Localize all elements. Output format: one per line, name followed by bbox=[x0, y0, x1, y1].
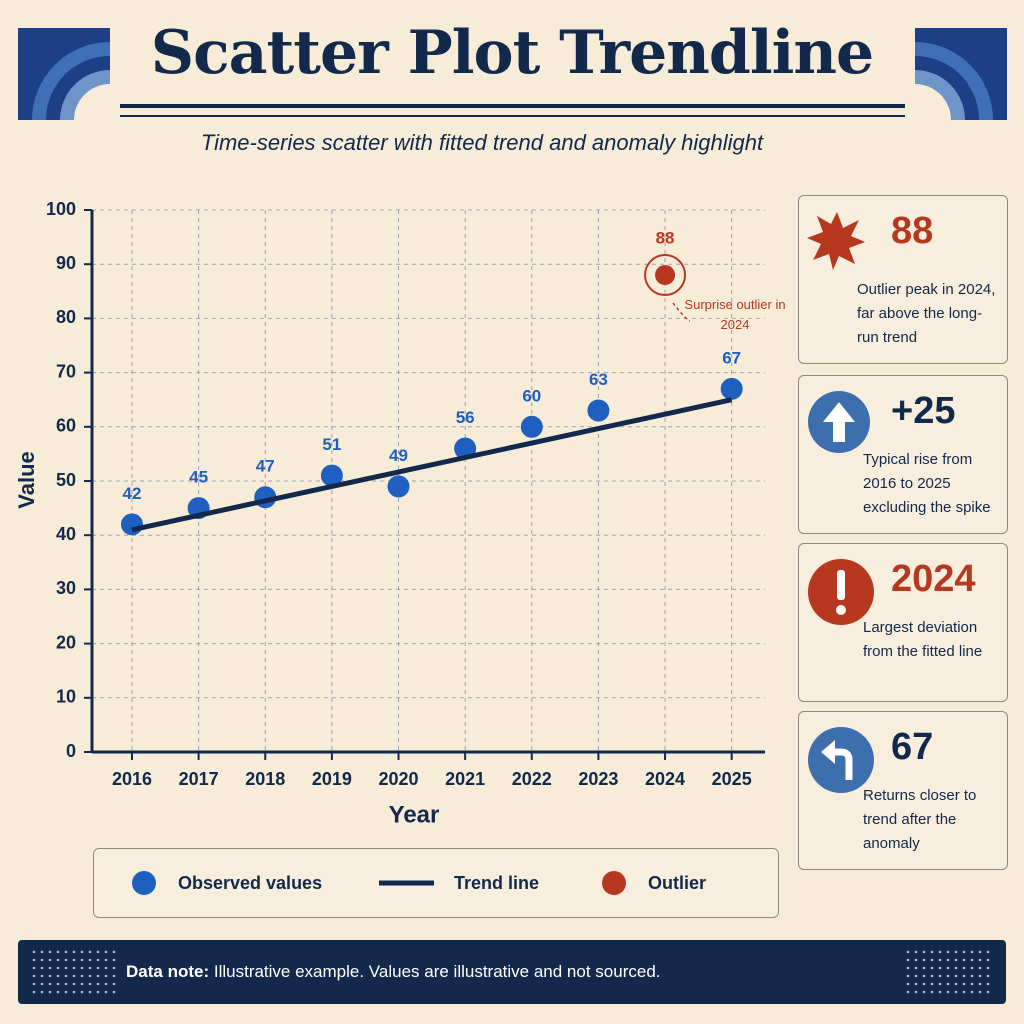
y-tick-label: 90 bbox=[56, 253, 76, 273]
x-tick-label: 2022 bbox=[512, 769, 552, 789]
point bbox=[587, 399, 610, 422]
subtitle: Time-series scatter with fitted trend an… bbox=[200, 130, 764, 155]
icon bbox=[808, 391, 870, 453]
icon bbox=[808, 727, 874, 793]
data-label: 60 bbox=[522, 386, 541, 405]
data-label: 56 bbox=[456, 408, 475, 427]
point bbox=[655, 265, 676, 286]
data-label: 63 bbox=[589, 370, 608, 389]
card-text: Typical rise from 2016 to 2025 excluding… bbox=[863, 451, 991, 516]
data-note: Data note: Illustrative example. Values … bbox=[18, 940, 1006, 1004]
y-tick-label: 10 bbox=[56, 687, 76, 707]
card-value: 88 bbox=[891, 210, 934, 252]
icon bbox=[807, 212, 865, 270]
point bbox=[720, 377, 743, 400]
dots bbox=[30, 948, 120, 996]
card-text: Largest deviation from the fitted line bbox=[863, 619, 983, 660]
x-axis-label: Year bbox=[389, 801, 440, 828]
point bbox=[120, 513, 143, 536]
x-tick-label: 2019 bbox=[312, 769, 352, 789]
data-label: 49 bbox=[389, 446, 408, 465]
trend-line bbox=[131, 397, 733, 533]
x-tick-label: 2024 bbox=[645, 769, 685, 789]
data-label: 42 bbox=[123, 484, 142, 503]
legend: Observed values Trend line Outlier bbox=[93, 848, 779, 918]
x-tick-label: 2021 bbox=[445, 769, 485, 789]
data-label: 51 bbox=[322, 435, 341, 454]
data-label: 67 bbox=[722, 348, 741, 367]
outlier-ring bbox=[644, 254, 687, 297]
legend-label: Outlier bbox=[648, 873, 706, 893]
y-tick-label: 80 bbox=[56, 307, 76, 327]
y-tick-label: 100 bbox=[46, 199, 76, 219]
point bbox=[387, 475, 410, 498]
x-tick-label: 2017 bbox=[179, 769, 219, 789]
corner-decoration bbox=[915, 28, 1007, 120]
title: Scatter Plot Trendline bbox=[150, 18, 874, 88]
icon bbox=[808, 559, 874, 625]
point bbox=[520, 415, 543, 438]
card-value: 2024 bbox=[891, 558, 976, 600]
x-tick-label: 2025 bbox=[712, 769, 752, 789]
x-tick-label: 2023 bbox=[578, 769, 618, 789]
card: +25 Typical rise from 2016 to 2025 exclu… bbox=[798, 375, 1008, 534]
card-value: +25 bbox=[891, 390, 956, 432]
card: 67 Returns closer to trend after the ano… bbox=[798, 711, 1008, 870]
y-axis-label: Value bbox=[14, 451, 39, 508]
note-text: Data note: Illustrative example. Values … bbox=[126, 962, 661, 982]
y-tick-label: 60 bbox=[56, 416, 76, 436]
card: 88 Outlier peak in 2024, far above the l… bbox=[798, 195, 1008, 364]
card: 2024 Largest deviation from the fitted l… bbox=[798, 543, 1008, 702]
note-body: Illustrative example. Values are illustr… bbox=[213, 962, 661, 981]
y-tick-label: 50 bbox=[56, 470, 76, 490]
data-label: 88 bbox=[656, 229, 675, 248]
x-tick-label: 2020 bbox=[378, 769, 418, 789]
dots bbox=[904, 948, 994, 996]
annotation-arrow bbox=[672, 302, 691, 322]
note-label: Data note: bbox=[126, 962, 210, 981]
legend-swatch bbox=[602, 871, 626, 895]
legend-svg: Observed values Trend line Outlier bbox=[132, 871, 706, 895]
y-tick-label: 20 bbox=[56, 632, 76, 652]
annotation: Surprise outlier in 2024 bbox=[684, 297, 786, 332]
y-tick-label: 0 bbox=[66, 741, 76, 761]
data-label: 47 bbox=[256, 457, 275, 476]
y-tick-label: 30 bbox=[56, 578, 76, 598]
card-text: Outlier peak in 2024, far above the long… bbox=[857, 281, 996, 346]
legend-label: Trend line bbox=[454, 873, 539, 893]
point bbox=[320, 464, 343, 487]
y-tick-label: 40 bbox=[56, 524, 76, 544]
x-tick-label: 2018 bbox=[245, 769, 285, 789]
legend-label: Observed values bbox=[178, 873, 322, 893]
legend-swatch bbox=[132, 871, 156, 895]
x-tick-label: 2016 bbox=[112, 769, 152, 789]
card-value: 67 bbox=[891, 726, 934, 768]
corner-decoration bbox=[18, 28, 110, 120]
data-label: 45 bbox=[189, 468, 208, 487]
card-text: Returns closer to trend after the anomal… bbox=[863, 787, 977, 852]
y-tick-label: 70 bbox=[56, 361, 76, 381]
